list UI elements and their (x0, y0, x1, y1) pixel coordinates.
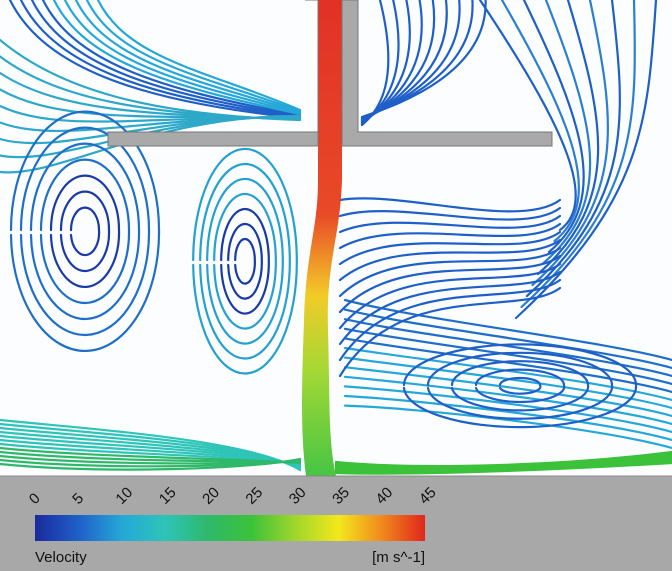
streamline (59, 190, 111, 273)
streamline (0, 457, 302, 471)
streamline (49, 174, 121, 288)
colorbar-label: Velocity (35, 549, 87, 566)
streamline (338, 238, 562, 282)
streamline (338, 286, 562, 378)
streamline (192, 147, 298, 375)
streamline (234, 237, 256, 285)
streamline (338, 254, 562, 314)
streamline (498, 376, 542, 395)
streamline (19, 0, 302, 119)
streamline (74, 0, 302, 114)
streamline (343, 385, 672, 434)
streamline (520, 0, 636, 309)
streamline (338, 197, 562, 213)
streamline (536, 0, 600, 276)
streamline (478, 0, 577, 232)
streamline (69, 206, 101, 257)
streamline (338, 214, 562, 234)
streamline (334, 461, 672, 475)
streamline (343, 404, 672, 450)
streamline (450, 360, 590, 412)
streamline (343, 298, 672, 362)
streamline (343, 394, 672, 442)
streamline (338, 222, 562, 250)
streamline (531, 0, 609, 287)
streamline (343, 308, 672, 370)
streamlines (0, 0, 672, 475)
streamline (338, 278, 562, 362)
streamline (41, 0, 302, 117)
streamline (30, 0, 302, 118)
streamline (338, 246, 562, 298)
streamline (343, 318, 672, 378)
streamline (8, 0, 302, 120)
streamline (402, 343, 638, 429)
colorbar-unit: [m s^-1] (372, 549, 425, 566)
streamline (9, 110, 161, 352)
streamline (213, 192, 277, 330)
streamline (227, 222, 263, 300)
streamline (360, 0, 487, 119)
streamline (220, 207, 270, 315)
streamline (338, 206, 562, 221)
streamline (343, 337, 672, 394)
streamline (474, 368, 566, 404)
streamline (522, 0, 585, 254)
streamline (338, 270, 562, 346)
streamline (206, 177, 284, 345)
plate-right (341, 0, 553, 147)
streamline (426, 351, 614, 420)
streamline (343, 366, 672, 418)
streamline (63, 0, 302, 115)
streamline (19, 126, 151, 337)
jet (302, 0, 342, 476)
streamline (39, 158, 131, 304)
streamline (343, 375, 672, 426)
streamline (29, 142, 141, 320)
streamline (52, 0, 302, 116)
plate-left (107, 0, 319, 147)
streamline (85, 0, 302, 113)
streamline (338, 230, 562, 266)
streamline (96, 0, 302, 112)
streamline (500, 0, 580, 243)
streamline (338, 262, 562, 330)
streamline (199, 162, 291, 360)
streamline (542, 0, 592, 265)
colorbar (35, 515, 425, 541)
streamline (525, 0, 621, 298)
